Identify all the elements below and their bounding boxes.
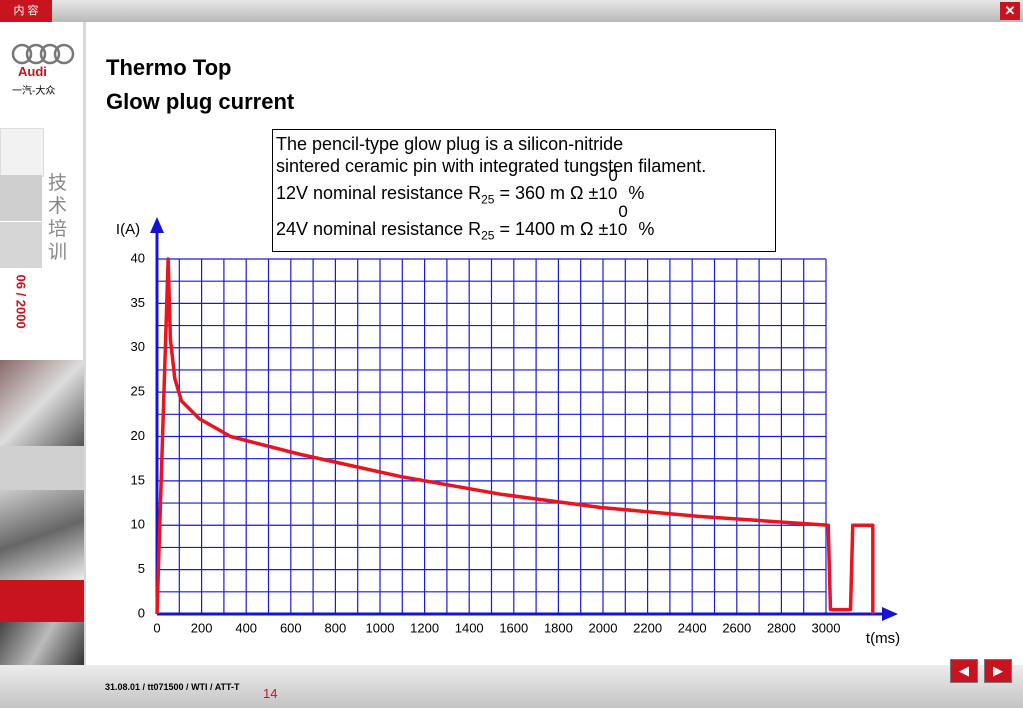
note-line: sintered ceramic pin with integrated tun… <box>276 156 707 176</box>
x-tick-label: 2200 <box>633 620 662 635</box>
y-tick-label: 15 <box>131 472 145 487</box>
text: = 1400 m Ω ± <box>494 219 609 239</box>
data-line <box>155 257 875 615</box>
sidebar-block <box>0 222 42 268</box>
next-button[interactable]: ▶ <box>984 659 1012 683</box>
text: % <box>628 183 645 203</box>
note-line: The pencil-type glow plug is a silicon-n… <box>276 134 624 154</box>
x-tick-label: 2000 <box>589 620 618 635</box>
x-tick-label: 1400 <box>455 620 484 635</box>
sidebar-block <box>0 580 84 622</box>
tolerance-upper: 0 <box>608 166 618 185</box>
section: 技术培训 <box>48 173 68 263</box>
footer-ref: 31.08.01 / tt071500 / WTI / ATT-T <box>105 682 240 692</box>
x-tick-label: 800 <box>325 620 347 635</box>
y-axis-label: I(A) <box>116 221 140 238</box>
resistances: 12V nominal resistance R25 = 360 m Ω ±0 1… <box>276 166 775 249</box>
tolerance: 0 10 <box>608 202 638 239</box>
text: = 360 m Ω ± <box>494 183 599 203</box>
subscript: 25 <box>481 192 495 207</box>
y-tick-label: 0 <box>138 605 145 620</box>
title: Thermo Top <box>106 55 232 80</box>
x-tick-label: 1800 <box>544 620 573 635</box>
y-tick-label: 20 <box>131 428 145 443</box>
menu-button[interactable]: 内 容 <box>0 0 52 22</box>
photo <box>0 490 84 580</box>
subtitle: Glow plug current <box>106 89 295 114</box>
photo <box>0 360 84 446</box>
close-button[interactable]: ✕ <box>1000 2 1020 20</box>
x-tick-label: 2600 <box>722 620 751 635</box>
brand: Audi <box>18 64 47 79</box>
note-box: The pencil-type glow plug is a silicon-n… <box>272 129 776 252</box>
top-bar <box>0 0 1023 22</box>
x-tick-label: 2800 <box>767 620 796 635</box>
sidebar-block <box>0 175 42 221</box>
partner: 一汽-大众 <box>12 86 56 97</box>
x-tick-label: 0 <box>153 620 160 635</box>
x-axis-label: t(ms) <box>866 630 900 647</box>
x-tick-label: 1200 <box>410 620 439 635</box>
text: 12V nominal resistance R <box>276 183 482 203</box>
text: 24V nominal resistance R <box>276 219 482 239</box>
tolerance: 0 10 <box>598 166 628 203</box>
tolerance-upper: 0 <box>618 202 628 221</box>
x-tick-label: 400 <box>235 620 257 635</box>
x-tick-label: 1000 <box>366 620 395 635</box>
resistance-line: 12V nominal resistance R25 = 360 m Ω ±0 1… <box>276 166 775 213</box>
y-tick-label: 35 <box>131 295 145 310</box>
logo-rings <box>11 43 75 65</box>
y-tick-label: 25 <box>131 384 145 399</box>
y-tick-label: 40 <box>131 250 145 265</box>
y-tick-label: 5 <box>138 561 145 576</box>
x-tick-label: 2400 <box>678 620 707 635</box>
sidebar: Audi 一汽-大众 技术培训 06 / 2000 <box>0 22 86 665</box>
page-number: 14 <box>263 686 278 701</box>
x-tick-label: 3000 <box>812 620 841 635</box>
bottom-bar <box>0 665 1023 708</box>
x-tick-label: 200 <box>191 620 213 635</box>
photo <box>0 622 84 665</box>
y-axis-arrow <box>150 217 164 233</box>
prev-button[interactable]: ◀ <box>950 659 978 683</box>
x-axis-arrow <box>882 607 898 621</box>
x-tick-label: 1600 <box>499 620 528 635</box>
resistance-line: 24V nominal resistance R25 = 1400 m Ω ±0… <box>276 202 775 249</box>
sidebar-block <box>0 446 84 490</box>
tolerance-lower: 10 <box>598 184 618 203</box>
tolerance-lower: 10 <box>608 220 628 239</box>
y-tick-label: 30 <box>131 339 145 354</box>
text: % <box>638 219 655 239</box>
x-tick-label: 600 <box>280 620 302 635</box>
subscript: 25 <box>481 228 495 243</box>
y-tick-label: 10 <box>131 517 145 532</box>
